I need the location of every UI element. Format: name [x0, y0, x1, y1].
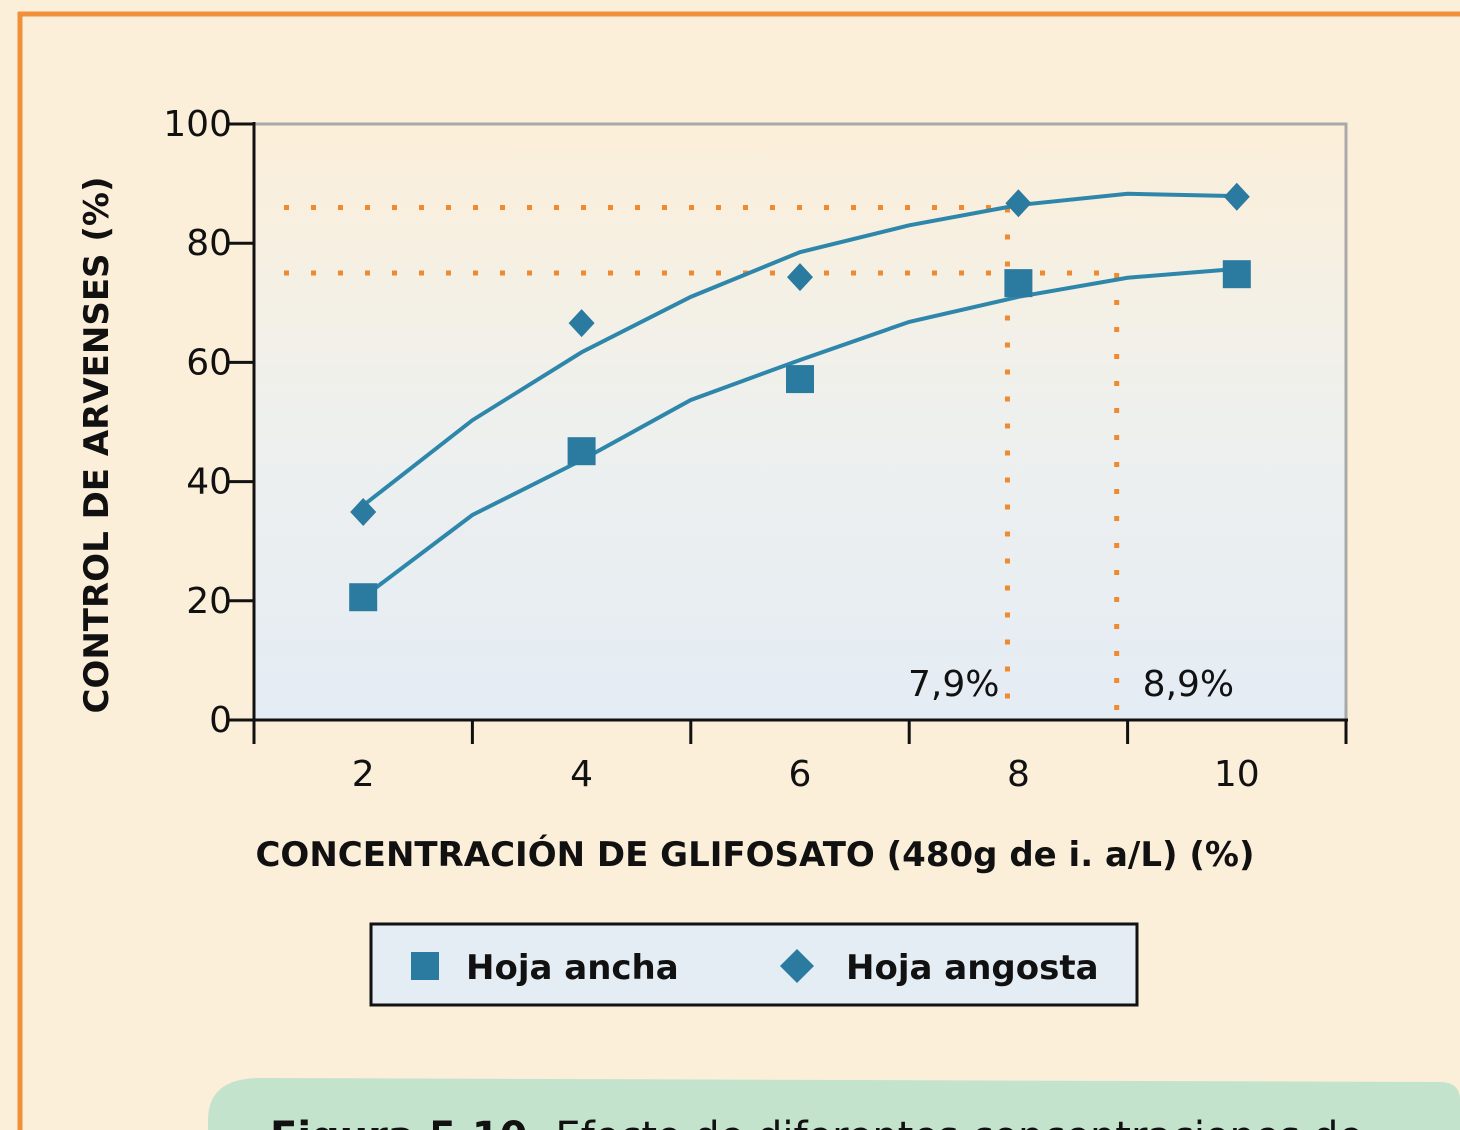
- y-tick-label: 0: [209, 700, 232, 741]
- caption: Figura 5.10. Efecto de diferentes concen…: [270, 1114, 1363, 1130]
- point: [786, 365, 814, 394]
- fit-line: [361, 266, 1237, 599]
- caption-box: [208, 1078, 1460, 1130]
- point: [568, 309, 595, 338]
- point: [787, 263, 813, 292]
- annotation-label: 7,9%: [908, 664, 999, 705]
- x-tick-label: 2: [352, 754, 375, 795]
- point: [567, 437, 596, 466]
- plot-area: [252, 122, 1348, 722]
- y-tick-label: 60: [186, 342, 232, 383]
- x-tick-label: 4: [570, 754, 593, 795]
- x-tick-label: 10: [1214, 754, 1260, 795]
- caption-number: Figura 5.10.: [270, 1114, 543, 1130]
- point: [1223, 182, 1250, 211]
- x-tick-label: 8: [1007, 754, 1030, 795]
- point: [1004, 269, 1033, 298]
- caption-text: Efecto de diferentes concentraciones de: [555, 1114, 1363, 1130]
- point: [350, 497, 377, 526]
- legend-label: Hoja angosta: [846, 948, 1099, 988]
- x-tick-label: 6: [789, 754, 812, 795]
- legend-marker: [411, 952, 439, 980]
- legend-marker: [780, 949, 814, 983]
- annotation-label: 8,9%: [1143, 664, 1234, 705]
- legend-label: Hoja ancha: [466, 948, 679, 988]
- legend: [369, 922, 1139, 1007]
- y-axis-title: CONTROL DE ARVENSES (%): [77, 176, 117, 713]
- point: [349, 583, 378, 612]
- point: [1222, 260, 1251, 289]
- y-tick-label: 40: [186, 462, 232, 503]
- y-tick-label: 20: [186, 581, 232, 622]
- point: [1005, 189, 1032, 218]
- fit-line: [361, 191, 1237, 508]
- x-axis-title: CONCENTRACIÓN DE GLIFOSATO (480g de i. a…: [255, 834, 1254, 875]
- y-tick-label: 100: [163, 104, 232, 145]
- y-tick-label: 80: [186, 223, 232, 264]
